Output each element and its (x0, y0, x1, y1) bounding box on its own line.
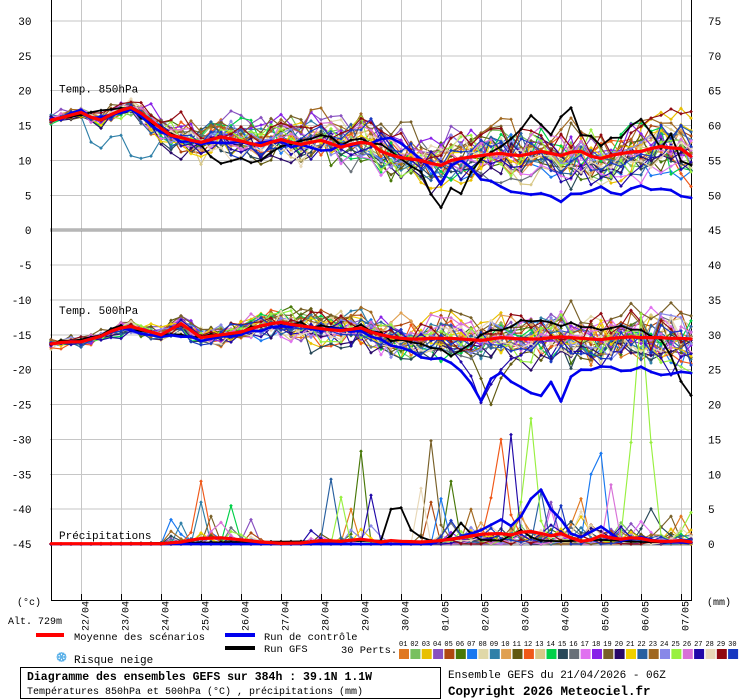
svg-text:09: 09 (490, 641, 498, 649)
svg-text:Run de contrôle: Run de contrôle (264, 632, 358, 644)
svg-text:Ensemble GEFS du 21/04/2026 -: Ensemble GEFS du 21/04/2026 - 06Z (448, 670, 666, 682)
svg-text:Risque neige: Risque neige (74, 655, 153, 667)
svg-text:07: 07 (467, 641, 475, 649)
svg-text:-30: -30 (12, 435, 32, 447)
svg-text:5: 5 (708, 505, 715, 517)
svg-text:27/04: 27/04 (281, 601, 293, 631)
svg-text:-40: -40 (12, 505, 32, 517)
svg-text:40: 40 (708, 261, 721, 273)
svg-text:25: 25 (708, 366, 721, 378)
svg-text:25: 25 (671, 641, 679, 649)
svg-text:-5: -5 (18, 261, 31, 273)
svg-text:Températures 850hPa et 500hPa: Températures 850hPa et 500hPa (°C) , pré… (27, 686, 363, 698)
svg-text:08: 08 (478, 641, 486, 649)
svg-text:65: 65 (708, 87, 721, 99)
svg-text:35: 35 (708, 296, 721, 308)
svg-text:Moyenne des scénarios: Moyenne des scénarios (74, 632, 205, 644)
svg-text:-15: -15 (12, 331, 32, 343)
svg-text:14: 14 (547, 641, 555, 649)
svg-text:13: 13 (535, 641, 543, 649)
svg-text:Temp. 850hPa: Temp. 850hPa (59, 85, 139, 97)
svg-text:30: 30 (708, 331, 721, 343)
svg-text:20: 20 (18, 87, 31, 99)
svg-text:(mm): (mm) (707, 597, 731, 609)
svg-text:24/04: 24/04 (161, 601, 173, 631)
svg-text:29/04: 29/04 (361, 601, 373, 631)
svg-text:60: 60 (708, 122, 721, 134)
svg-text:30 Perts.: 30 Perts. (341, 645, 397, 657)
svg-text:30: 30 (728, 641, 736, 649)
svg-text:-25: -25 (12, 401, 32, 413)
svg-text:10: 10 (18, 156, 31, 168)
svg-text:Alt. 729m: Alt. 729m (8, 616, 62, 628)
svg-text:06/05: 06/05 (641, 601, 653, 631)
svg-text:20: 20 (708, 401, 721, 413)
svg-text:20: 20 (615, 641, 623, 649)
svg-text:Diagramme des ensembles GEFS s: Diagramme des ensembles GEFS sur 384h : … (27, 671, 372, 684)
svg-text:15: 15 (18, 122, 31, 134)
svg-text:-10: -10 (12, 296, 32, 308)
svg-text:21: 21 (626, 641, 634, 649)
svg-text:-35: -35 (12, 470, 32, 482)
svg-text:29: 29 (717, 641, 725, 649)
svg-text:26/04: 26/04 (241, 601, 253, 631)
svg-text:50: 50 (708, 191, 721, 203)
svg-text:28: 28 (705, 641, 713, 649)
svg-text:16: 16 (569, 641, 577, 649)
svg-text:30: 30 (18, 17, 31, 29)
svg-text:11: 11 (513, 641, 521, 649)
svg-text:0: 0 (708, 540, 715, 552)
svg-text:22/04: 22/04 (81, 601, 93, 631)
svg-text:55: 55 (708, 156, 721, 168)
svg-text:-45: -45 (12, 540, 32, 552)
svg-text:23: 23 (649, 641, 657, 649)
svg-text:75: 75 (708, 17, 721, 29)
svg-text:07/05: 07/05 (681, 601, 693, 631)
svg-text:05: 05 (444, 641, 452, 649)
svg-text:27: 27 (694, 641, 702, 649)
svg-text:26: 26 (683, 641, 691, 649)
svg-text:Temp. 500hPa: Temp. 500hPa (59, 306, 139, 318)
svg-text:15: 15 (558, 641, 566, 649)
svg-text:28/04: 28/04 (321, 601, 333, 631)
svg-text:02: 02 (410, 641, 418, 649)
svg-text:01/05: 01/05 (441, 601, 453, 631)
svg-text:05/05: 05/05 (601, 601, 613, 631)
svg-text:02/05: 02/05 (481, 601, 493, 631)
svg-text:03/05: 03/05 (521, 601, 533, 631)
svg-text:25/04: 25/04 (201, 601, 213, 631)
svg-text:15: 15 (708, 435, 721, 447)
svg-text:Run GFS: Run GFS (264, 644, 308, 656)
svg-text:23/04: 23/04 (121, 601, 133, 631)
svg-text:10: 10 (708, 470, 721, 482)
svg-text:24: 24 (660, 641, 668, 649)
svg-text:03: 03 (422, 641, 430, 649)
svg-text:06: 06 (456, 641, 464, 649)
svg-text:Précipitations: Précipitations (59, 531, 151, 543)
svg-text:12: 12 (524, 641, 532, 649)
svg-text:22: 22 (637, 641, 645, 649)
svg-text:Copyright 2026 Meteociel.fr: Copyright 2026 Meteociel.fr (448, 685, 651, 699)
svg-text:45: 45 (708, 226, 721, 238)
svg-text:5: 5 (25, 191, 32, 203)
svg-text:0: 0 (25, 226, 32, 238)
svg-text:25: 25 (18, 52, 31, 64)
svg-text:10: 10 (501, 641, 509, 649)
svg-text:18: 18 (592, 641, 600, 649)
svg-text:01: 01 (399, 641, 407, 649)
svg-text:17: 17 (581, 641, 589, 649)
svg-text:(°c): (°c) (17, 597, 41, 609)
svg-text:70: 70 (708, 52, 721, 64)
svg-text:-20: -20 (12, 366, 32, 378)
svg-text:19: 19 (603, 641, 611, 649)
svg-text:30/04: 30/04 (401, 601, 413, 631)
svg-text:04: 04 (433, 641, 441, 649)
svg-text:04/05: 04/05 (561, 601, 573, 631)
